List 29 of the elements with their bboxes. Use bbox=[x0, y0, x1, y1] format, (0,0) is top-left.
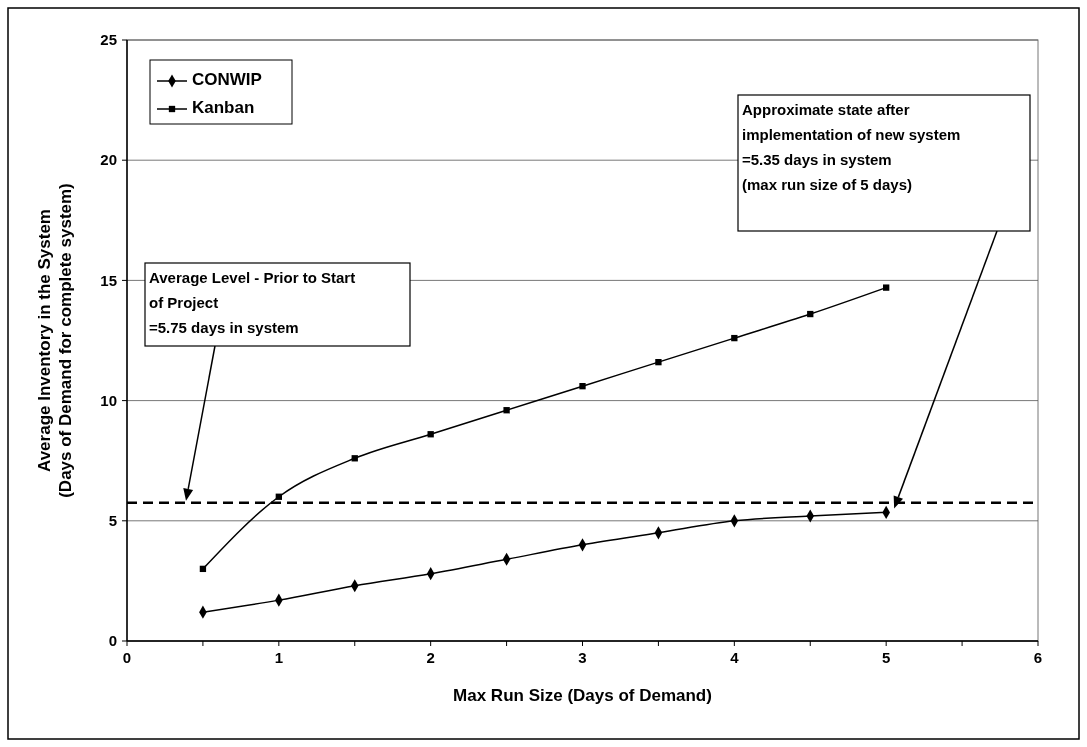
y-tick-label: 25 bbox=[100, 31, 117, 49]
x-tick-label: 4 bbox=[730, 649, 740, 666]
point bbox=[655, 358, 662, 366]
x-tick-label: 0 bbox=[122, 649, 132, 666]
point bbox=[503, 407, 510, 414]
point bbox=[579, 383, 586, 390]
x-tick-label: 1 bbox=[274, 649, 284, 666]
point bbox=[427, 431, 434, 438]
point bbox=[883, 284, 890, 291]
x-tick-label: 5 bbox=[881, 649, 891, 666]
y-tick-label: 5 bbox=[108, 512, 117, 530]
point bbox=[275, 493, 282, 500]
y-tick-label: 20 bbox=[100, 151, 117, 169]
y-tick-label: 0 bbox=[108, 632, 117, 650]
point bbox=[351, 455, 358, 462]
y-tick-label: 15 bbox=[100, 271, 117, 289]
y-tick-label: 10 bbox=[100, 391, 117, 409]
x-tick-label: 2 bbox=[426, 649, 435, 666]
legend-label: Kanban bbox=[192, 97, 255, 117]
point bbox=[731, 334, 738, 342]
point bbox=[199, 565, 207, 573]
annotation: Approximate state after implementation of new system =5.35 days in system (max run size of 5 days) bbox=[742, 101, 961, 193]
x-tick-label: 3 bbox=[578, 649, 587, 666]
legend-label: CONWIP bbox=[192, 69, 262, 89]
y-axis-title: Average Inventory in the System (Days of Demand for complete system) bbox=[35, 183, 75, 498]
x-tick-label: 6 bbox=[1033, 649, 1043, 666]
x-axis-title: Max Run Size (Days of Demand) bbox=[453, 686, 712, 705]
point bbox=[807, 310, 814, 318]
annotation: Average Level - Prior to Start of Project =5.75 days in system bbox=[149, 269, 356, 336]
